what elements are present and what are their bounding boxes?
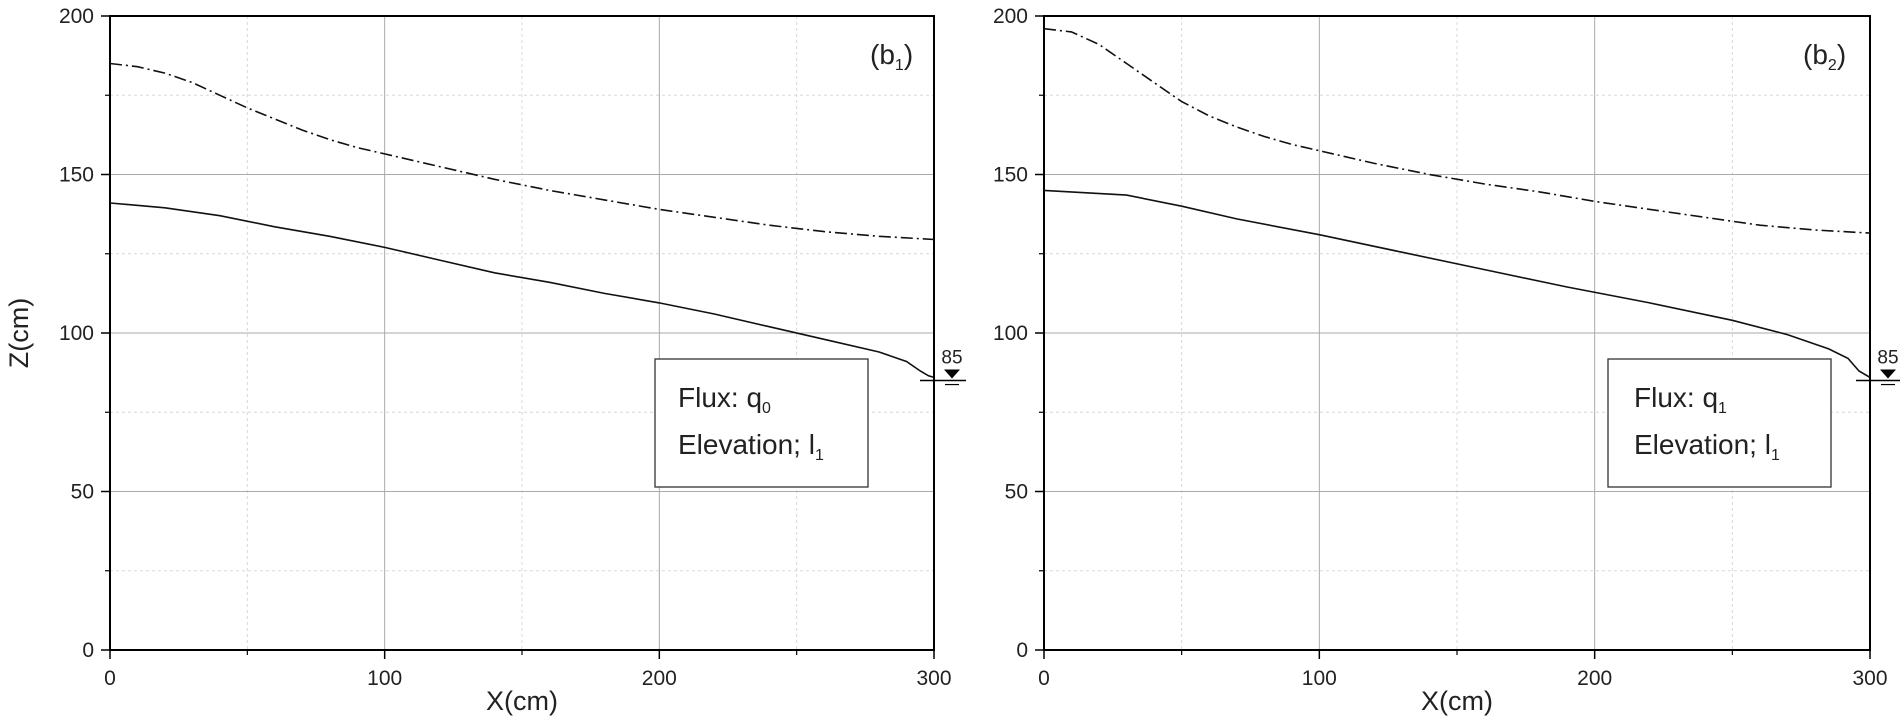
legend-elevation: Elevation; l1: [1634, 429, 1780, 464]
y-tick-label: 200: [59, 5, 94, 28]
x-tick-label: 200: [1577, 667, 1612, 690]
ticks: 0 100 200 300 0 50 100 150 200: [993, 5, 1888, 690]
series-lower-line: [1043, 189, 1871, 379]
x-tick-label: 0: [1038, 667, 1050, 690]
x-tick-label: 100: [1302, 667, 1337, 690]
x-tick-label: 300: [1852, 667, 1887, 690]
y-tick-label: 100: [59, 322, 94, 345]
legend-flux: Flux: q1: [1634, 382, 1727, 417]
y-tick-label: 50: [1005, 481, 1028, 504]
y-tick-label: 200: [993, 5, 1028, 28]
chart-panel-b2: 0 100 200 300 0 50 100 150 200 85 Flux: q1 Eleva…: [993, 5, 1900, 716]
water-level-label: 85: [1877, 348, 1898, 369]
x-tick-label: 100: [367, 667, 402, 690]
ticks: 0 100 200 300 0 50 100 150 200: [59, 5, 952, 690]
panel-label: (b1): [870, 39, 913, 74]
x-axis-title: X(cm): [486, 686, 558, 716]
water-level-label: 85: [941, 348, 962, 369]
y-tick-label: 150: [993, 164, 1028, 187]
y-axis-title: Z(cm): [4, 298, 34, 368]
series-upper-line: [1043, 27, 1871, 234]
panel-label: (b2): [1803, 39, 1846, 74]
x-tick-label: 200: [642, 667, 677, 690]
x-tick-label: 300: [916, 667, 951, 690]
legend-frame: [1607, 358, 1832, 488]
series-upper-line: [109, 62, 935, 241]
series-group: [1043, 27, 1871, 379]
y-tick-label: 100: [993, 322, 1028, 345]
y-tick-label: 50: [71, 481, 94, 504]
y-tick-label: 0: [82, 639, 94, 662]
x-axis-title: X(cm): [1421, 686, 1493, 716]
y-tick-label: 0: [1016, 639, 1028, 662]
water-level-marker: 85: [920, 348, 966, 386]
water-level-triangle-icon: [1880, 369, 1896, 379]
series-group: [109, 62, 935, 379]
legend-elevation: Elevation; l1: [678, 429, 824, 464]
legend-flux: Flux: q0: [678, 382, 771, 417]
x-tick-label: 0: [104, 667, 116, 690]
grid: [1044, 16, 1870, 650]
water-level-triangle-icon: [944, 369, 960, 379]
legend-box: Flux: q0 Elevation; l1: [654, 358, 869, 488]
y-tick-label: 150: [59, 164, 94, 187]
legend-frame: [654, 358, 869, 488]
legend-box: Flux: q1 Elevation; l1: [1607, 358, 1832, 488]
chart-panel-b1: 0 100 200 300 0 50 100 150 200 85 Flux: q0 Eleva…: [4, 5, 966, 716]
water-level-marker: 85: [1856, 348, 1900, 386]
series-lower-line: [109, 202, 935, 379]
